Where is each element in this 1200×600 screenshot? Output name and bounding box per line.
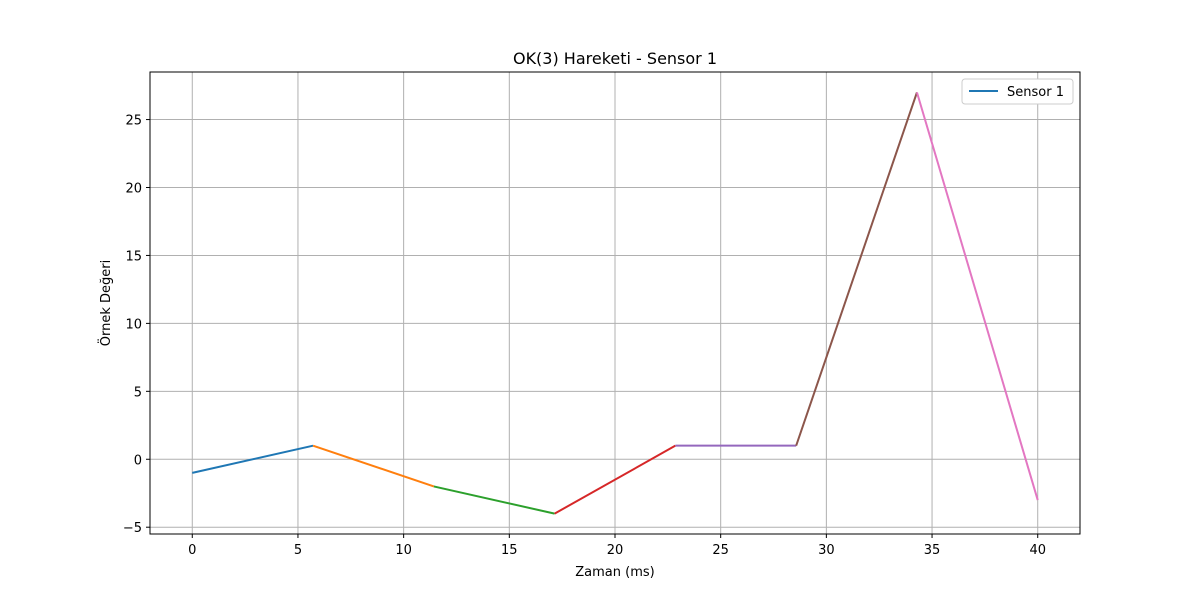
y-tick-label: 25 — [125, 114, 142, 129]
y-tick-label: 0 — [134, 453, 142, 468]
x-tick-label: 20 — [607, 543, 624, 558]
x-tick-label: 40 — [1029, 543, 1046, 558]
y-tick-label: 15 — [125, 249, 142, 264]
y-axis-title: Örnek Değeri — [97, 260, 114, 346]
x-tick-label: 25 — [712, 543, 729, 558]
chart-title: OK(3) Hareketi - Sensor 1 — [513, 49, 717, 68]
series-line-segment-4 — [554, 444, 676, 515]
series-line-segment-3 — [433, 485, 555, 515]
y-tick-label: 20 — [125, 182, 142, 197]
y-tick-label: 10 — [125, 317, 142, 332]
x-tick-label: 10 — [395, 543, 412, 558]
legend-box — [961, 78, 1074, 105]
series-line-segment-6 — [795, 92, 918, 447]
x-tick-label: 5 — [294, 543, 302, 558]
axis-ticks: 0 5 10 15 20 25 30 35 40 −5 0 5 10 15 20 25 — [123, 114, 1046, 558]
y-tick-label: −5 — [123, 521, 142, 536]
x-tick-label: 15 — [501, 543, 518, 558]
x-tick-label: 30 — [818, 543, 835, 558]
x-tick-label: 0 — [188, 543, 196, 558]
series-line-segment-1 — [192, 444, 314, 474]
legend: Sensor 1 — [961, 78, 1074, 105]
series-line-segment-7 — [915, 92, 1039, 501]
x-tick-label: 35 — [924, 543, 941, 558]
data-series — [192, 92, 1039, 515]
legend-label-sensor-1: Sensor 1 — [1007, 85, 1064, 100]
x-axis-title: Zaman (ms) — [575, 565, 654, 580]
y-tick-label: 5 — [134, 385, 142, 400]
series-line-segment-2 — [312, 444, 435, 488]
